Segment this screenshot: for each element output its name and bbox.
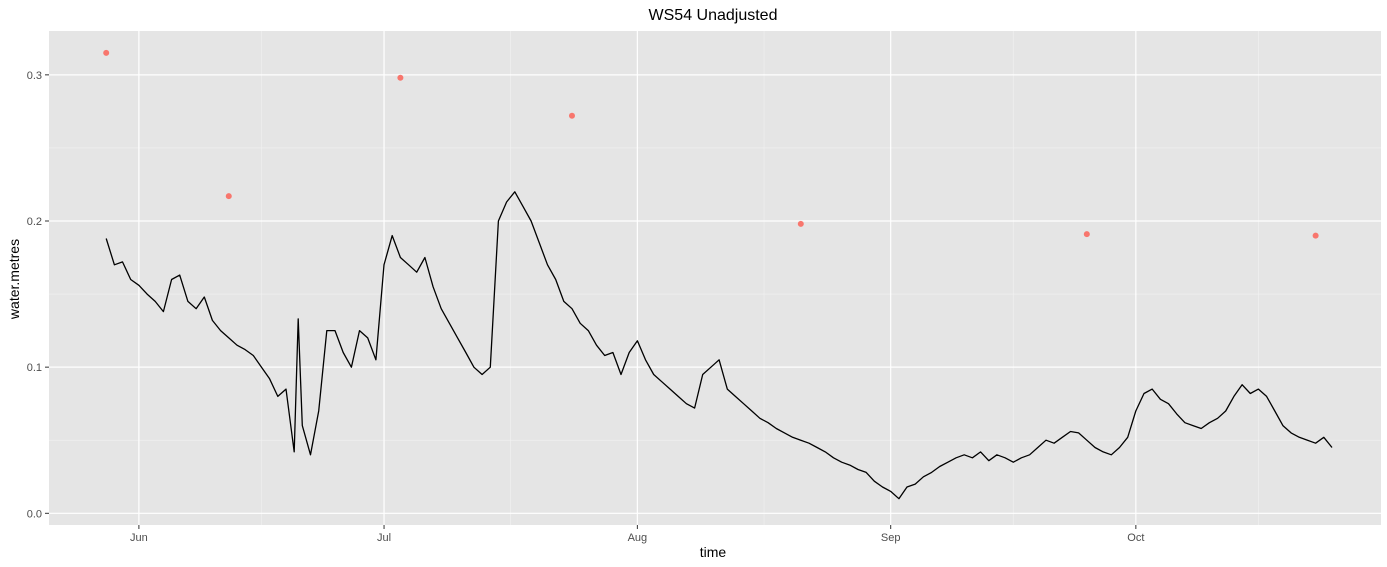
x-tick-label: Jun bbox=[130, 532, 148, 544]
chart-title: WS54 Unadjusted bbox=[649, 7, 778, 24]
data-point bbox=[1312, 232, 1319, 239]
major-gridlines bbox=[49, 31, 1381, 525]
y-tick-label: 0.1 bbox=[27, 362, 42, 374]
data-point bbox=[225, 193, 232, 200]
data-point bbox=[797, 220, 804, 227]
y-axis-title: water.metres bbox=[6, 239, 22, 320]
data-point bbox=[397, 74, 404, 81]
y-tick-label: 0.0 bbox=[27, 508, 42, 520]
x-tick-label: Jul bbox=[377, 532, 391, 544]
y-axis: 0.0 0.1 0.2 0.3 bbox=[27, 70, 49, 520]
series-line bbox=[105, 191, 1333, 500]
x-tick-label: Oct bbox=[1127, 532, 1144, 544]
x-tick-label: Aug bbox=[628, 532, 648, 544]
x-tick-label: Sep bbox=[881, 532, 901, 544]
data-point bbox=[568, 112, 575, 119]
data-point bbox=[1083, 231, 1090, 238]
y-tick-label: 0.3 bbox=[27, 70, 42, 82]
series-layer bbox=[103, 49, 1333, 500]
x-axis-title: time bbox=[700, 544, 727, 560]
data-point bbox=[103, 49, 110, 56]
y-tick-label: 0.2 bbox=[27, 216, 42, 228]
plot-panel bbox=[49, 31, 1381, 525]
minor-gridlines bbox=[49, 31, 1381, 525]
x-axis: Jun Jul Aug Sep Oct bbox=[130, 525, 1144, 544]
